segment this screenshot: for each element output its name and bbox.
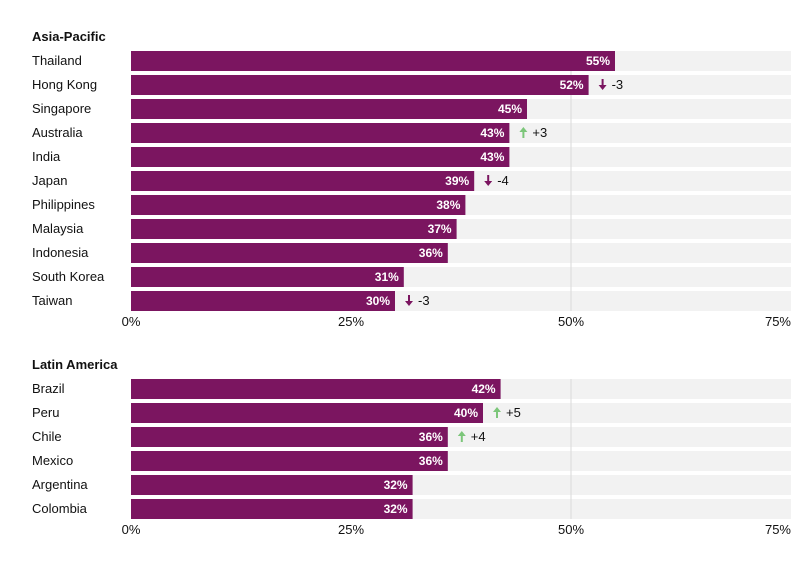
bar xyxy=(131,171,475,191)
category-label: India xyxy=(32,149,61,164)
panel-title: Asia-Pacific xyxy=(32,29,106,44)
data-label: 32% xyxy=(384,502,408,516)
arrow-head xyxy=(405,301,413,306)
data-label: 45% xyxy=(498,102,522,116)
arrow-head xyxy=(457,431,466,436)
category-label: Japan xyxy=(32,173,67,188)
tick-label: 75% xyxy=(765,314,791,329)
category-label: Malaysia xyxy=(32,221,84,236)
tick-label: 0% xyxy=(122,522,141,537)
bar xyxy=(131,75,589,95)
bar xyxy=(131,243,448,263)
data-label: 36% xyxy=(419,454,443,468)
category-label: Peru xyxy=(32,405,59,420)
data-label: 32% xyxy=(384,478,408,492)
tick-label: 50% xyxy=(558,522,584,537)
category-label: Colombia xyxy=(32,501,88,516)
panel-title: Latin America xyxy=(32,357,118,372)
data-label: 31% xyxy=(375,270,399,284)
arrow-head xyxy=(598,85,607,90)
arrow-head xyxy=(484,181,493,186)
data-label: 36% xyxy=(419,430,443,444)
data-label: 42% xyxy=(472,382,496,396)
bar xyxy=(131,403,483,423)
tick-label: 25% xyxy=(338,522,364,537)
data-label: 43% xyxy=(480,150,504,164)
arrow-head xyxy=(519,127,528,132)
category-label: Chile xyxy=(32,429,62,444)
bar xyxy=(131,291,395,311)
bar xyxy=(131,379,501,399)
change-label: -4 xyxy=(497,173,509,188)
category-label: Argentina xyxy=(32,477,88,492)
bar xyxy=(131,427,448,447)
category-label: Indonesia xyxy=(32,245,89,260)
bar xyxy=(131,147,510,167)
data-label: 38% xyxy=(436,198,460,212)
bar xyxy=(131,99,527,119)
panel-latin-america: Latin America Brazil 42% Peru 40% Chile 36% Mex… xyxy=(32,357,791,537)
category-label: Philippines xyxy=(32,197,95,212)
arrow-up-icon xyxy=(519,127,528,138)
arrow-up-icon xyxy=(493,407,501,418)
category-label: Singapore xyxy=(32,101,91,116)
category-label: Mexico xyxy=(32,453,73,468)
tick-label: 25% xyxy=(338,314,364,329)
bar xyxy=(131,51,615,71)
change-label: +5 xyxy=(506,405,521,420)
arrow-down-icon xyxy=(598,79,607,90)
data-label: 43% xyxy=(480,126,504,140)
bar xyxy=(131,475,413,495)
category-label: Hong Kong xyxy=(32,77,97,92)
data-label: 40% xyxy=(454,406,478,420)
arrow-head xyxy=(493,407,501,412)
data-label: 39% xyxy=(445,174,469,188)
change-label: -3 xyxy=(612,77,624,92)
bar xyxy=(131,123,510,143)
arrow-down-icon xyxy=(405,295,413,306)
tick-label: 0% xyxy=(122,314,141,329)
bar xyxy=(131,219,457,239)
change-label: +3 xyxy=(532,125,547,140)
data-label: 30% xyxy=(366,294,390,308)
arrow-up-icon xyxy=(457,431,466,442)
data-label: 36% xyxy=(419,246,443,260)
data-label: 55% xyxy=(586,54,610,68)
category-label: Australia xyxy=(32,125,83,140)
category-label: Taiwan xyxy=(32,293,72,308)
change-label: -3 xyxy=(418,293,430,308)
tick-label: 75% xyxy=(765,522,791,537)
tick-label: 50% xyxy=(558,314,584,329)
category-label: South Korea xyxy=(32,269,105,284)
category-label: Brazil xyxy=(32,381,65,396)
bar xyxy=(131,499,413,519)
data-label: 37% xyxy=(428,222,452,236)
panel-asia-pacific: Asia-Pacific Thailand 55% Hong Kong 52% Singa… xyxy=(32,29,791,329)
category-label: Thailand xyxy=(32,53,82,68)
bar xyxy=(131,195,466,215)
change-label: +4 xyxy=(471,429,486,444)
data-label: 52% xyxy=(560,78,584,92)
bar xyxy=(131,267,404,287)
bar xyxy=(131,451,448,471)
arrow-down-icon xyxy=(484,175,493,186)
